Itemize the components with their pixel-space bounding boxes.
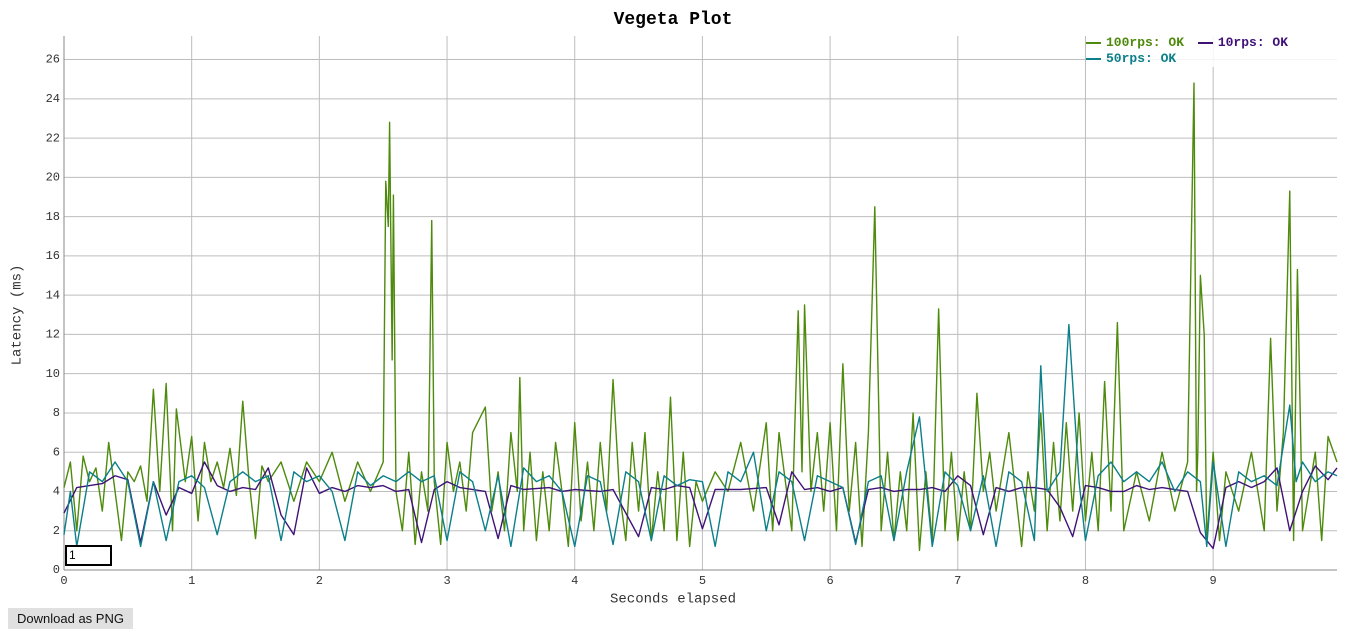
- legend-label: 50rps: OK: [1106, 51, 1177, 66]
- y-axis-label: Latency (ms): [10, 265, 26, 366]
- y-tick-label: 26: [46, 53, 60, 67]
- legend-entry[interactable]: 100rps: OK: [1086, 35, 1184, 50]
- series-line: [63, 323, 1338, 548]
- y-tick-label: 10: [46, 367, 60, 381]
- chart-title: Vegeta Plot: [614, 10, 733, 30]
- x-tick-label: 0: [60, 574, 67, 588]
- x-tick-label: 2: [316, 574, 323, 588]
- x-tick-label: 5: [699, 574, 706, 588]
- y-tick-label: 18: [46, 210, 60, 224]
- y-tick-label: 14: [46, 288, 60, 302]
- x-tick-label: 1: [188, 574, 195, 588]
- x-tick-label: 9: [1210, 574, 1217, 588]
- y-tick-label: 6: [53, 445, 60, 459]
- y-tick-label: 2: [53, 524, 60, 538]
- series-line: [63, 82, 1338, 552]
- x-tick-label: 3: [443, 574, 450, 588]
- legend: 100rps: OK 10rps: OK 50rps: OK: [1086, 35, 1340, 67]
- zoom-input[interactable]: 1: [65, 545, 112, 566]
- download-button[interactable]: Download as PNG: [8, 608, 133, 629]
- y-tick-label: 0: [53, 563, 60, 577]
- y-tick-label: 4: [53, 485, 60, 499]
- x-tick-label: 8: [1082, 574, 1089, 588]
- y-tick-label: 22: [46, 131, 60, 145]
- x-axis-label: Seconds elapsed: [610, 592, 736, 605]
- y-tick-label: 16: [46, 249, 60, 263]
- x-tick-label: 4: [571, 574, 578, 588]
- legend-entry[interactable]: 50rps: OK: [1086, 51, 1176, 66]
- y-tick-label: 24: [46, 92, 60, 106]
- chart: Vegeta Plot Latency (ms) Seconds elapsed…: [10, 10, 1338, 608]
- y-tick-label: 12: [46, 328, 60, 342]
- x-tick-label: 7: [954, 574, 961, 588]
- legend-swatch: [1197, 41, 1213, 44]
- series-line: [63, 461, 1338, 550]
- legend-entry[interactable]: 10rps: OK: [1197, 35, 1289, 50]
- x-tick-label: 6: [826, 574, 833, 588]
- y-tick-label: 20: [46, 171, 60, 185]
- legend-swatch: [1086, 41, 1101, 44]
- y-tick-label: 8: [53, 406, 60, 420]
- legend-label: 100rps: OK: [1106, 35, 1185, 50]
- legend-label: 10rps: OK: [1217, 35, 1289, 50]
- legend-swatch: [1086, 57, 1101, 60]
